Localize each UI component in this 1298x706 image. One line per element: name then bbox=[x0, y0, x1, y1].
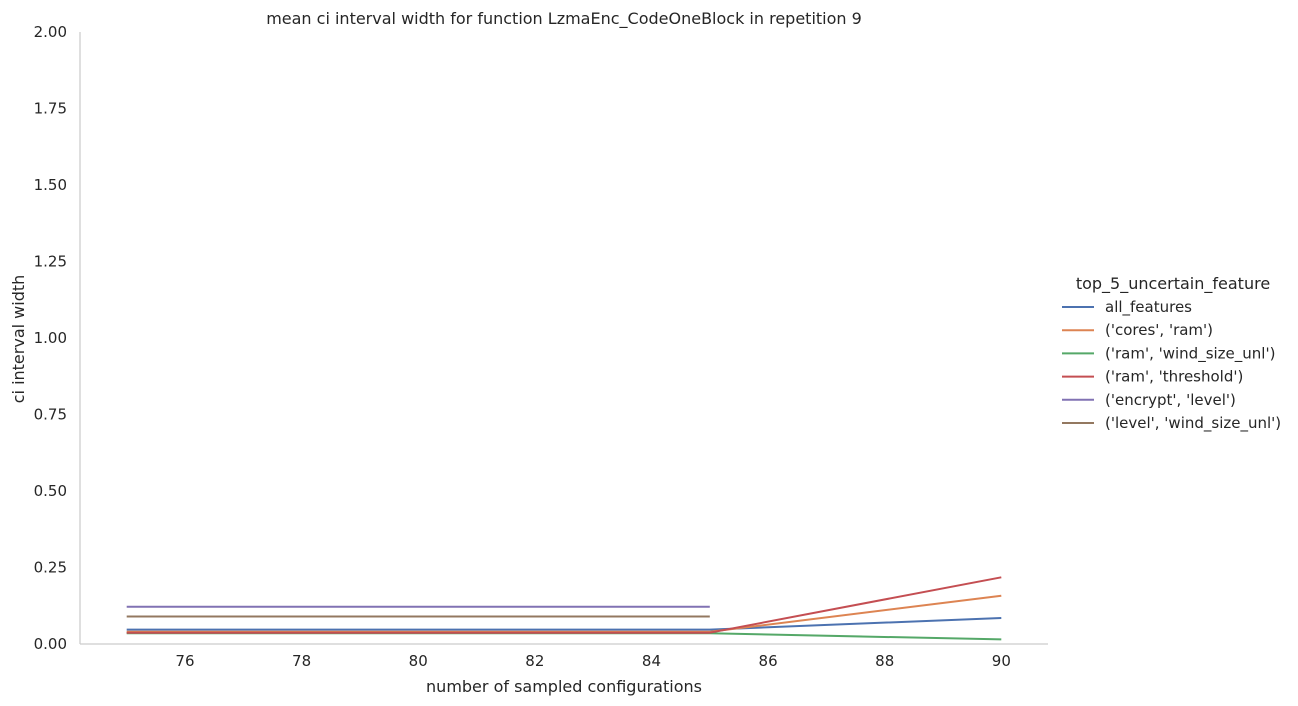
y-axis-label: ci interval width bbox=[9, 275, 28, 404]
y-tick-label: 2.00 bbox=[34, 23, 67, 41]
y-tick-label: 0.25 bbox=[34, 559, 67, 577]
legend-label: all_features bbox=[1105, 298, 1192, 317]
plot-lines bbox=[126, 576, 1002, 641]
y-tick-label: 0.00 bbox=[34, 635, 67, 653]
series-line bbox=[126, 617, 1002, 631]
x-tick-label: 88 bbox=[875, 652, 894, 670]
legend-title: top_5_uncertain_feature bbox=[1076, 274, 1270, 294]
legend-label: ('ram', 'wind_size_unl') bbox=[1105, 344, 1275, 363]
y-tick-label: 1.25 bbox=[34, 253, 67, 271]
x-tick-label: 86 bbox=[759, 652, 778, 670]
series-line bbox=[126, 632, 1002, 641]
y-tick-label: 0.50 bbox=[34, 482, 67, 500]
legend: top_5_uncertain_feature all_features ('co… bbox=[1062, 274, 1281, 433]
legend-items: all_features ('cores', 'ram') ('ram', 'win… bbox=[1062, 298, 1281, 433]
axes: 76 78 80 82 84 86 88 90 0.00 0.25 0.50 0.75 1.00 1.25… bbox=[34, 23, 1048, 670]
series-line bbox=[126, 576, 1002, 634]
x-axis-label: number of sampled configurations bbox=[426, 677, 702, 696]
legend-label: ('encrypt', 'level') bbox=[1105, 391, 1236, 409]
series-line bbox=[126, 594, 1002, 633]
x-tick-label: 80 bbox=[409, 652, 428, 670]
legend-label: ('level', 'wind_size_unl') bbox=[1105, 414, 1281, 433]
y-tick-label: 0.75 bbox=[34, 406, 67, 424]
legend-label: ('cores', 'ram') bbox=[1105, 321, 1213, 339]
y-tick-label: 1.50 bbox=[34, 176, 67, 194]
legend-label: ('ram', 'threshold') bbox=[1105, 368, 1243, 386]
x-tick-label: 78 bbox=[292, 652, 311, 670]
x-tick-label: 82 bbox=[525, 652, 544, 670]
chart-title: mean ci interval width for function Lzma… bbox=[266, 9, 862, 29]
x-tick-label: 76 bbox=[175, 652, 194, 670]
y-tick-label: 1.00 bbox=[34, 329, 67, 347]
x-tick-label: 84 bbox=[642, 652, 661, 670]
y-tick-label: 1.75 bbox=[34, 100, 67, 118]
x-tick-label: 90 bbox=[992, 652, 1011, 670]
